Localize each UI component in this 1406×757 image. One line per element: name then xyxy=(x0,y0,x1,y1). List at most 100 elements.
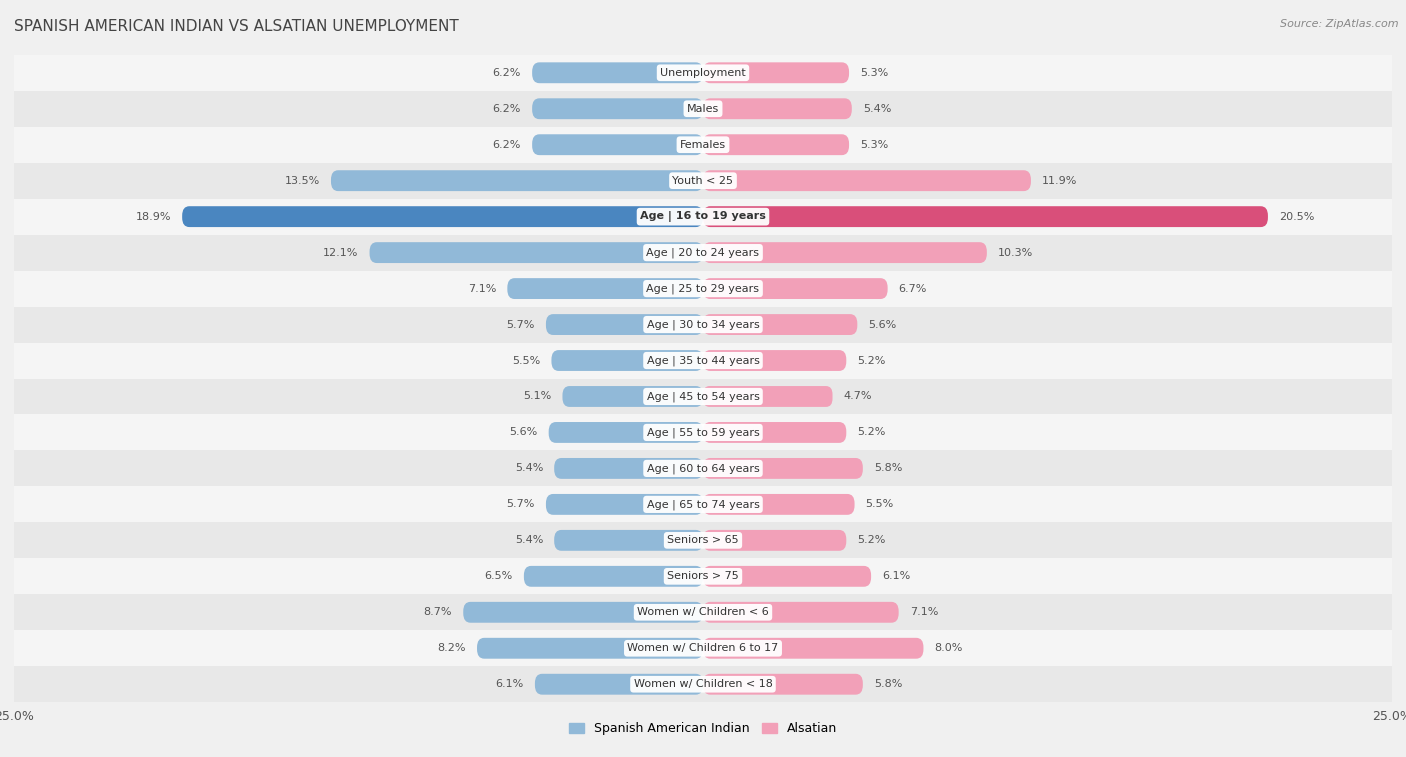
FancyBboxPatch shape xyxy=(531,134,703,155)
FancyBboxPatch shape xyxy=(463,602,703,623)
Text: 5.4%: 5.4% xyxy=(515,463,543,473)
FancyBboxPatch shape xyxy=(703,314,858,335)
FancyBboxPatch shape xyxy=(703,242,987,263)
Text: 18.9%: 18.9% xyxy=(135,212,172,222)
Bar xyxy=(14,126,1392,163)
Bar xyxy=(14,235,1392,270)
FancyBboxPatch shape xyxy=(551,350,703,371)
Text: 7.1%: 7.1% xyxy=(910,607,938,617)
Text: 5.5%: 5.5% xyxy=(512,356,540,366)
Legend: Spanish American Indian, Alsatian: Spanish American Indian, Alsatian xyxy=(564,717,842,740)
FancyBboxPatch shape xyxy=(703,530,846,551)
Text: Women w/ Children 6 to 17: Women w/ Children 6 to 17 xyxy=(627,643,779,653)
FancyBboxPatch shape xyxy=(703,386,832,407)
Text: 5.3%: 5.3% xyxy=(860,68,889,78)
FancyBboxPatch shape xyxy=(703,170,1031,191)
Text: Youth < 25: Youth < 25 xyxy=(672,176,734,185)
Text: 5.8%: 5.8% xyxy=(875,463,903,473)
Text: 6.2%: 6.2% xyxy=(492,68,522,78)
Text: 5.4%: 5.4% xyxy=(863,104,891,114)
Text: Age | 60 to 64 years: Age | 60 to 64 years xyxy=(647,463,759,474)
Text: 6.1%: 6.1% xyxy=(882,572,910,581)
Text: Age | 30 to 34 years: Age | 30 to 34 years xyxy=(647,319,759,330)
FancyBboxPatch shape xyxy=(548,422,703,443)
Text: 20.5%: 20.5% xyxy=(1279,212,1315,222)
Text: 10.3%: 10.3% xyxy=(998,248,1033,257)
FancyBboxPatch shape xyxy=(703,638,924,659)
Text: Seniors > 75: Seniors > 75 xyxy=(666,572,740,581)
Text: 6.1%: 6.1% xyxy=(496,679,524,689)
Text: 7.1%: 7.1% xyxy=(468,284,496,294)
Text: 8.2%: 8.2% xyxy=(437,643,465,653)
Text: 5.3%: 5.3% xyxy=(860,140,889,150)
Text: 6.2%: 6.2% xyxy=(492,104,522,114)
Text: 5.1%: 5.1% xyxy=(523,391,551,401)
Bar xyxy=(14,55,1392,91)
Bar xyxy=(14,415,1392,450)
Text: 6.7%: 6.7% xyxy=(898,284,927,294)
FancyBboxPatch shape xyxy=(703,62,849,83)
Text: 5.8%: 5.8% xyxy=(875,679,903,689)
Text: 5.6%: 5.6% xyxy=(869,319,897,329)
Text: Females: Females xyxy=(681,140,725,150)
FancyBboxPatch shape xyxy=(524,566,703,587)
Bar xyxy=(14,91,1392,126)
Text: 5.7%: 5.7% xyxy=(506,319,534,329)
FancyBboxPatch shape xyxy=(703,134,849,155)
FancyBboxPatch shape xyxy=(554,458,703,479)
FancyBboxPatch shape xyxy=(531,98,703,119)
Text: 5.5%: 5.5% xyxy=(866,500,894,509)
FancyBboxPatch shape xyxy=(703,350,846,371)
Bar xyxy=(14,163,1392,198)
FancyBboxPatch shape xyxy=(477,638,703,659)
Text: Age | 25 to 29 years: Age | 25 to 29 years xyxy=(647,283,759,294)
Text: 12.1%: 12.1% xyxy=(323,248,359,257)
Bar xyxy=(14,631,1392,666)
Bar xyxy=(14,594,1392,631)
Text: 6.2%: 6.2% xyxy=(492,140,522,150)
Text: 5.2%: 5.2% xyxy=(858,428,886,438)
Text: Women w/ Children < 18: Women w/ Children < 18 xyxy=(634,679,772,689)
Text: Age | 55 to 59 years: Age | 55 to 59 years xyxy=(647,427,759,438)
Bar xyxy=(14,450,1392,487)
Bar xyxy=(14,342,1392,378)
FancyBboxPatch shape xyxy=(531,62,703,83)
FancyBboxPatch shape xyxy=(703,458,863,479)
Bar xyxy=(14,487,1392,522)
Bar xyxy=(14,666,1392,702)
Text: SPANISH AMERICAN INDIAN VS ALSATIAN UNEMPLOYMENT: SPANISH AMERICAN INDIAN VS ALSATIAN UNEM… xyxy=(14,19,458,34)
Bar xyxy=(14,378,1392,415)
FancyBboxPatch shape xyxy=(703,278,887,299)
Text: 5.2%: 5.2% xyxy=(858,535,886,545)
Text: Age | 20 to 24 years: Age | 20 to 24 years xyxy=(647,248,759,258)
Bar xyxy=(14,307,1392,342)
FancyBboxPatch shape xyxy=(534,674,703,695)
Text: Age | 16 to 19 years: Age | 16 to 19 years xyxy=(640,211,766,222)
FancyBboxPatch shape xyxy=(703,566,872,587)
Bar xyxy=(14,522,1392,559)
FancyBboxPatch shape xyxy=(508,278,703,299)
Text: Age | 65 to 74 years: Age | 65 to 74 years xyxy=(647,499,759,509)
Text: 4.7%: 4.7% xyxy=(844,391,872,401)
FancyBboxPatch shape xyxy=(183,206,703,227)
Text: 5.2%: 5.2% xyxy=(858,356,886,366)
FancyBboxPatch shape xyxy=(330,170,703,191)
Text: Women w/ Children < 6: Women w/ Children < 6 xyxy=(637,607,769,617)
Text: Unemployment: Unemployment xyxy=(661,68,745,78)
FancyBboxPatch shape xyxy=(703,98,852,119)
FancyBboxPatch shape xyxy=(554,530,703,551)
Text: Age | 45 to 54 years: Age | 45 to 54 years xyxy=(647,391,759,402)
Text: 5.6%: 5.6% xyxy=(509,428,537,438)
FancyBboxPatch shape xyxy=(703,422,846,443)
Text: Males: Males xyxy=(688,104,718,114)
FancyBboxPatch shape xyxy=(703,674,863,695)
FancyBboxPatch shape xyxy=(703,206,1268,227)
Bar xyxy=(14,270,1392,307)
FancyBboxPatch shape xyxy=(370,242,703,263)
FancyBboxPatch shape xyxy=(703,602,898,623)
Text: 8.7%: 8.7% xyxy=(423,607,453,617)
Text: Source: ZipAtlas.com: Source: ZipAtlas.com xyxy=(1281,19,1399,29)
FancyBboxPatch shape xyxy=(562,386,703,407)
Text: 5.7%: 5.7% xyxy=(506,500,534,509)
Text: 6.5%: 6.5% xyxy=(485,572,513,581)
